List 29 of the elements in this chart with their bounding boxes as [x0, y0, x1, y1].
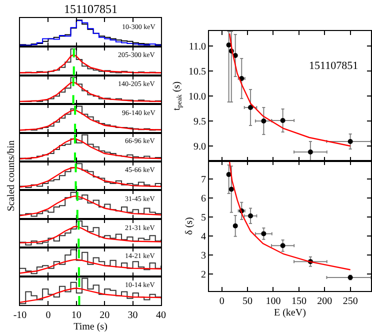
- x-tick-label: 100: [266, 296, 281, 307]
- y-tick-label: 10.0: [188, 92, 206, 102]
- x-tick-label: 250: [342, 296, 358, 307]
- x-tick-label: 10: [71, 310, 82, 321]
- x-tick-label: 150: [291, 296, 306, 307]
- y-tick-label: 3: [201, 250, 206, 262]
- y-tick-label: 10.5: [188, 66, 206, 78]
- x-tick-label: 30: [128, 310, 138, 321]
- annotation: 151107851: [309, 60, 358, 72]
- y-tick-label: 9.5: [194, 116, 206, 128]
- x-tick-label: 200: [317, 296, 332, 307]
- y-tick-label: 4: [201, 231, 206, 242]
- y-axis-title: δ (s): [184, 217, 195, 235]
- y-axis-title: Scaled counts/bin: [6, 140, 17, 212]
- chart-title: 151107851: [64, 2, 118, 16]
- x-tick-label: 50: [242, 296, 253, 307]
- x-axis-title: E (keV): [274, 308, 306, 318]
- x-tick-label: 40: [156, 310, 166, 321]
- y-tick-label: 7: [201, 174, 206, 186]
- x-tick-label: -10: [13, 310, 27, 321]
- x-tick-label: 20: [100, 310, 110, 321]
- y-tick-label: 6: [201, 194, 206, 205]
- x-tick-label: 0: [219, 296, 224, 307]
- x-axis-title: Time (s): [74, 322, 108, 332]
- y-tick-label: 9.0: [194, 142, 206, 152]
- x-tick-label: 0: [46, 310, 51, 321]
- y-tick-label: 5: [201, 212, 206, 224]
- y-tick-label: 11.0: [188, 42, 206, 52]
- y-tick-label: 2: [201, 269, 206, 280]
